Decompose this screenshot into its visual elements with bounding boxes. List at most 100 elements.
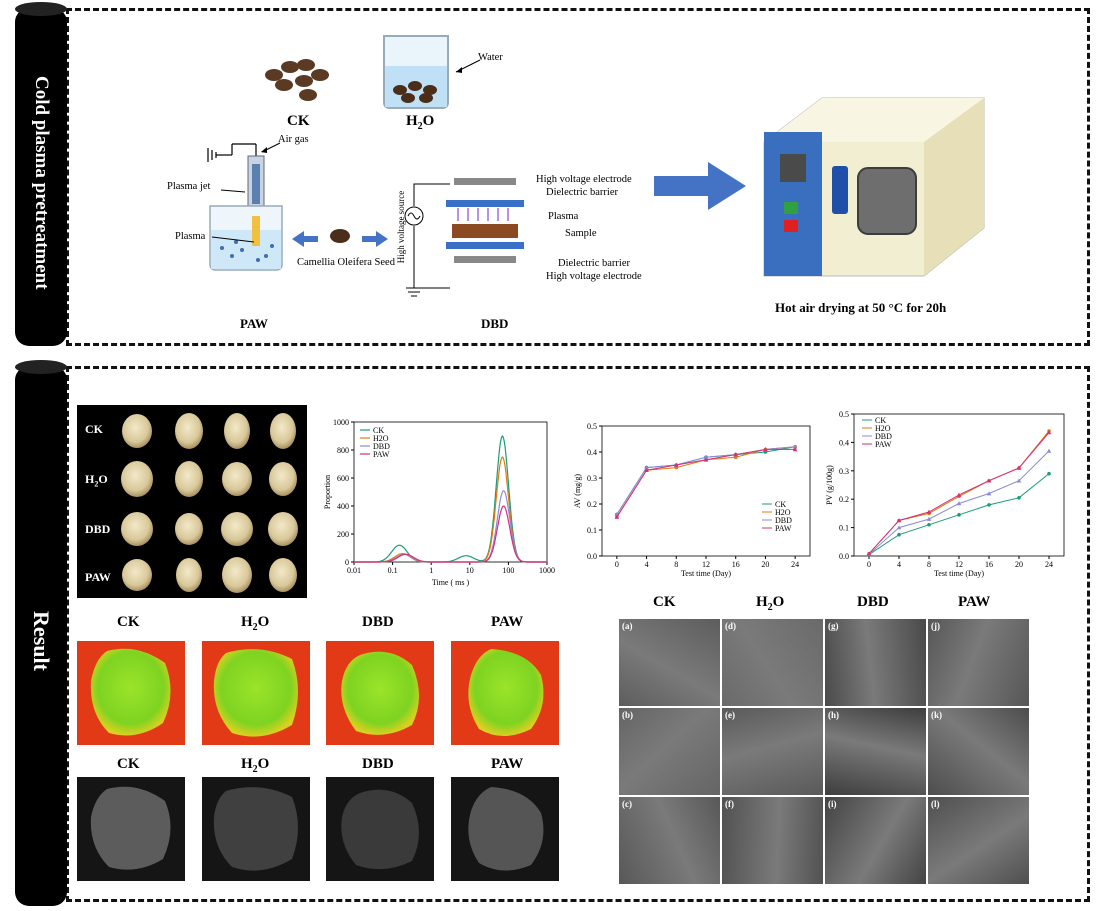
pv-point — [1017, 495, 1021, 500]
pv-point — [987, 503, 991, 507]
drying-label: Hot air drying at 50 °C for 20h — [775, 300, 947, 315]
nmr-xlabel: Time ( ms ) — [432, 578, 470, 587]
h2o-label: H2O — [406, 113, 435, 132]
av-xtick-label: 12 — [702, 560, 710, 569]
process-arrow — [654, 162, 746, 210]
av-point — [673, 462, 679, 467]
sem-panel-label: (j) — [931, 621, 940, 631]
seed-photo-grid: CK H2O DBD PAW — [77, 405, 307, 598]
ck-seeds-illustration — [265, 59, 329, 101]
drying-oven-illustration — [763, 97, 985, 277]
pv-point — [957, 513, 961, 517]
nmr-ytick-label: 600 — [337, 474, 349, 483]
av-xlabel: Test time (Day) — [681, 569, 731, 578]
mri-gray-label-paw: PAW — [491, 756, 524, 772]
pretreatment-pillar — [15, 8, 67, 346]
nmr-ylabel: Proportion — [323, 475, 332, 509]
pv-point — [866, 551, 872, 556]
mri-color-h2o — [202, 641, 310, 745]
air-gas-pointer — [261, 142, 281, 153]
nmr-legend-label: PAW — [373, 450, 390, 459]
sem-panel-label: (f) — [725, 799, 734, 809]
hv-electrode-top-label: High voltage electrode — [536, 174, 632, 185]
dielectric-top-label: Dielectric barrier — [546, 187, 618, 198]
nmr-xtick-label: 1000 — [539, 566, 555, 575]
sem-panel: (e) — [722, 708, 823, 795]
sem-header-dbd: DBD — [857, 594, 889, 610]
av-point — [644, 467, 649, 472]
pv-point — [1046, 448, 1052, 453]
pv-legend-label: DBD — [875, 432, 892, 441]
pv-series-h2o — [868, 430, 1050, 555]
seed-row-paw: PAW — [85, 570, 111, 584]
mri-gray-ck — [77, 777, 185, 881]
pv-ytick-label: 0.3 — [839, 467, 849, 476]
mri-color-label-paw: PAW — [491, 614, 524, 630]
seed-photos — [121, 413, 298, 593]
pv-point — [986, 478, 992, 483]
water-beaker-illustration — [383, 35, 449, 109]
sem-panel: (g) — [825, 619, 926, 706]
mri-gray-dbd — [326, 777, 434, 881]
sem-header-ck: CK — [653, 594, 676, 610]
seed-label: Camellia Oleifera Seed — [297, 257, 395, 268]
av-point — [763, 447, 768, 452]
pv-ylabel: PV (g/100g) — [825, 465, 834, 505]
pv-point — [956, 501, 962, 506]
av-xtick-label: 8 — [674, 560, 678, 569]
nmr-series-paw — [354, 505, 547, 563]
sample-label: Sample — [565, 228, 597, 239]
pretreatment-pillar-cap — [15, 2, 67, 16]
sem-header-h2o: H2O — [756, 594, 785, 613]
plasma-jet-illustration — [207, 143, 283, 271]
av-xtick-label: 4 — [645, 560, 649, 569]
pv-xtick-label: 24 — [1045, 560, 1053, 569]
av-xtick-label: 20 — [761, 560, 769, 569]
av-ytick-label: 0.4 — [587, 448, 597, 457]
pv-ytick-label: 0.2 — [839, 495, 849, 504]
pv-point — [1016, 478, 1022, 483]
av-legend-label: CK — [775, 500, 786, 509]
nmr-legend-label: DBD — [373, 442, 390, 451]
plasma-left-label: Plasma — [175, 231, 206, 242]
pv-ytick-label: 0.5 — [839, 410, 849, 419]
sem-header-paw: PAW — [958, 594, 991, 610]
water-label: Water — [478, 52, 503, 63]
result-pillar — [15, 366, 67, 906]
mri-gray-label-h2o: H2O — [241, 756, 270, 775]
pv-xtick-label: 16 — [985, 560, 993, 569]
pv-ytick-label: 0.4 — [839, 438, 849, 447]
av-xtick-label: 24 — [791, 560, 799, 569]
seed-arrows-illustration — [292, 229, 388, 247]
water-pointer — [455, 59, 481, 73]
pv-point — [1016, 465, 1022, 470]
av-point — [644, 465, 649, 470]
sem-image-grid: (a) (d) (g) (j) (b) (e) (h) (k) (c) (f) (i) (l) — [619, 619, 1031, 885]
av-point — [792, 444, 798, 449]
plasma-jet-label: Plasma jet — [167, 181, 211, 192]
nmr-xtick-label: 10 — [466, 566, 474, 575]
plasma-left-pointer — [211, 236, 255, 243]
av-ytick-label: 0.1 — [587, 526, 597, 535]
nmr-series-h2o — [354, 456, 547, 563]
pv-xtick-label: 8 — [927, 560, 931, 569]
mri-color-label-ck: CK — [117, 614, 140, 630]
nmr-ytick-label: 200 — [337, 530, 349, 539]
av-xtick-label: 16 — [732, 560, 740, 569]
pv-xtick-label: 20 — [1015, 560, 1023, 569]
pretreatment-section-label: Cold plasma pretreatment — [31, 76, 52, 290]
av-point — [792, 447, 798, 452]
seed-row-h2o: H2O — [85, 472, 108, 489]
av-legend-label: H2O — [775, 508, 791, 517]
nmr-ytick-label: 1000 — [333, 418, 349, 427]
sem-panel: (c) — [619, 797, 720, 884]
nmr-legend-label: CK — [373, 426, 384, 435]
av-ylabel: AV (mg/g) — [573, 474, 582, 508]
seed-row-ck: CK — [85, 422, 103, 436]
seed-row-dbd: DBD — [85, 522, 111, 536]
nmr-xtick-label: 0.01 — [347, 566, 361, 575]
hv-source-label: High voltage source — [396, 190, 407, 264]
pv-point — [896, 525, 902, 530]
pv-point — [897, 532, 901, 537]
mri-gray-label-dbd: DBD — [362, 756, 394, 772]
